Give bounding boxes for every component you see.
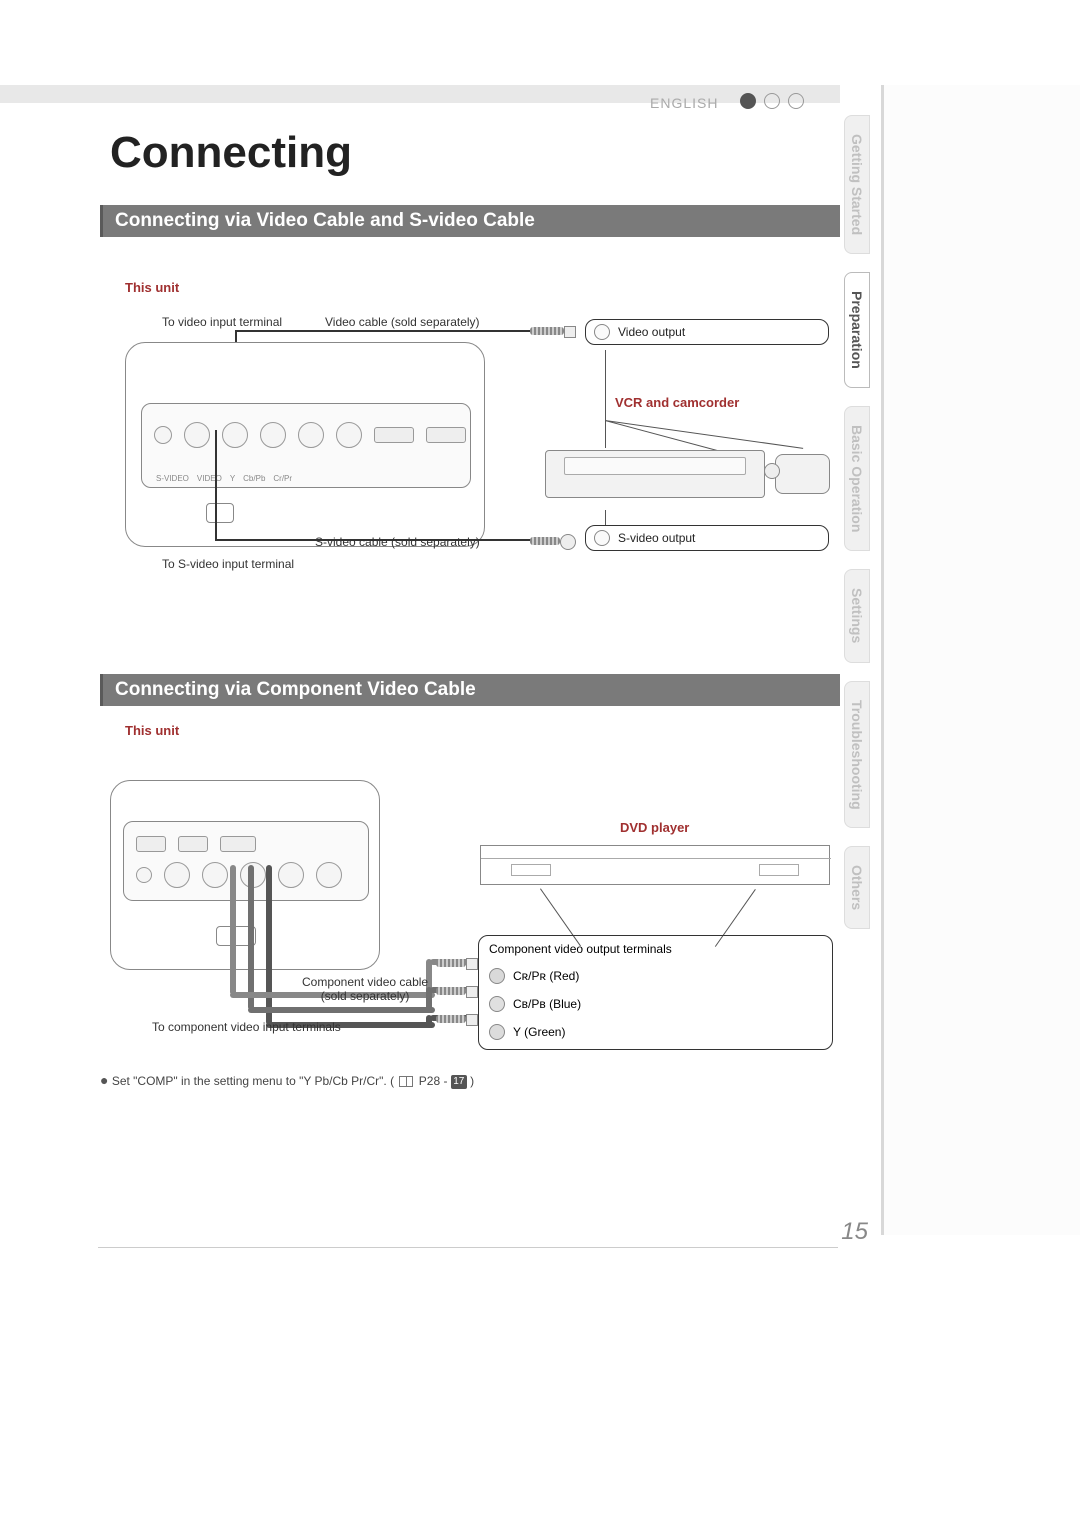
port-icon bbox=[278, 862, 304, 888]
video-output-label: Video output bbox=[618, 325, 685, 339]
rca-plug-icon bbox=[530, 322, 578, 340]
label-to-video-terminal: To video input terminal bbox=[162, 315, 282, 329]
book-icon bbox=[399, 1076, 413, 1087]
vcr-camcorder-illustration bbox=[545, 450, 835, 510]
component-output-heading: Component video output terminals bbox=[489, 942, 822, 962]
port-icon bbox=[222, 422, 248, 448]
dvd-tray-icon bbox=[511, 864, 551, 876]
diagram-component: DVD player Component video output termin… bbox=[110, 760, 840, 1080]
rca-plug-icon bbox=[436, 956, 480, 970]
port-icon bbox=[260, 422, 286, 448]
label-text: (sold separately) bbox=[321, 989, 410, 1003]
label-text: Component video cable bbox=[302, 975, 428, 989]
projector-illustration bbox=[110, 780, 380, 970]
page-footer-line bbox=[98, 1247, 838, 1248]
port-icon bbox=[316, 862, 342, 888]
svideo-output-box: S-video output bbox=[585, 525, 829, 551]
hdmi-port-icon bbox=[374, 427, 414, 443]
language-dots bbox=[740, 93, 804, 109]
label-to-component-terminal: To component video input terminals bbox=[152, 1020, 341, 1034]
this-unit-label: This unit bbox=[125, 280, 179, 295]
port-icon bbox=[184, 422, 210, 448]
port-caption: Cr/Pr bbox=[273, 474, 292, 483]
bullet-icon: ● bbox=[100, 1072, 108, 1088]
dvd-player-label: DVD player bbox=[620, 820, 689, 835]
rca-jack-green-icon bbox=[489, 1024, 505, 1040]
vcr-icon bbox=[545, 450, 765, 498]
port-icon bbox=[136, 867, 152, 883]
port-icon bbox=[298, 422, 324, 448]
component-cable-blue bbox=[248, 865, 254, 1010]
hdmi-port-icon bbox=[178, 836, 208, 852]
lang-dot bbox=[788, 93, 804, 109]
lang-dot bbox=[764, 93, 780, 109]
section-heading-component: Connecting via Component Video Cable bbox=[100, 674, 840, 706]
rca-plug-icon bbox=[436, 984, 480, 998]
signal-green-label: Y (Green) bbox=[513, 1025, 565, 1039]
svideo-jack-icon bbox=[594, 530, 610, 546]
tab-basic-operation[interactable]: Basic Operation bbox=[844, 406, 870, 551]
port-caption: VIDEO bbox=[197, 474, 222, 483]
tab-others[interactable]: Others bbox=[844, 846, 870, 929]
lang-dot-active bbox=[740, 93, 756, 109]
tab-preparation[interactable]: Preparation bbox=[844, 272, 870, 388]
component-cable-blue bbox=[248, 1007, 435, 1013]
label-video-cable: Video cable (sold separately) bbox=[325, 315, 480, 329]
port-icon bbox=[336, 422, 362, 448]
rca-plug-icon bbox=[436, 1012, 480, 1026]
footnote: ● Set "COMP" in the setting menu to "Y P… bbox=[100, 1072, 474, 1089]
page-title: Connecting bbox=[110, 128, 352, 178]
reference-number-badge: 17 bbox=[451, 1075, 467, 1089]
port-caption: Cb/Pb bbox=[243, 474, 265, 483]
port-icon bbox=[202, 862, 228, 888]
label-to-svideo-terminal: To S-video input terminal bbox=[162, 557, 294, 571]
svideo-output-label: S-video output bbox=[618, 531, 695, 545]
right-margin bbox=[884, 85, 1080, 1235]
dvd-tray-icon bbox=[759, 864, 799, 876]
page-number: 15 bbox=[841, 1218, 868, 1246]
hdmi-port-icon bbox=[136, 836, 166, 852]
footnote-text: ) bbox=[470, 1074, 474, 1088]
connector-line bbox=[605, 420, 803, 450]
dvd-player-icon bbox=[480, 845, 830, 885]
port-panel bbox=[123, 821, 369, 901]
label-svideo-cable: S-video cable (sold separately) bbox=[315, 535, 480, 549]
port-panel: S-VIDEO VIDEO Y Cb/Pb Cr/Pr bbox=[141, 403, 471, 488]
tab-troubleshooting[interactable]: Troubleshooting bbox=[844, 681, 870, 829]
connector-line bbox=[605, 350, 607, 448]
component-cable-green bbox=[266, 865, 272, 1025]
video-output-box: Video output bbox=[585, 319, 829, 345]
camcorder-icon bbox=[775, 454, 830, 494]
serial-port-icon bbox=[426, 427, 466, 443]
this-unit-label: This unit bbox=[125, 723, 179, 738]
signal-red-label: Cʀ/Pʀ (Red) bbox=[513, 969, 579, 983]
projector-foot-icon bbox=[206, 503, 234, 523]
vcr-camcorder-label: VCR and camcorder bbox=[615, 395, 739, 410]
port-caption: S-VIDEO bbox=[156, 474, 189, 483]
signal-blue-label: Cʙ/Pʙ (Blue) bbox=[513, 997, 581, 1011]
rca-jack-red-icon bbox=[489, 968, 505, 984]
right-edge-line bbox=[881, 85, 884, 1235]
side-navigation: Getting Started Preparation Basic Operat… bbox=[844, 115, 880, 947]
language-indicator: ENGLISH bbox=[650, 95, 718, 111]
footnote-pageref: P28 - bbox=[419, 1074, 451, 1088]
projector-illustration: S-VIDEO VIDEO Y Cb/Pb Cr/Pr bbox=[125, 342, 485, 547]
cable-line bbox=[235, 330, 535, 332]
tab-settings[interactable]: Settings bbox=[844, 569, 870, 662]
section-heading-video: Connecting via Video Cable and S-video C… bbox=[100, 205, 840, 237]
port-caption: Y bbox=[230, 474, 235, 483]
port-icon bbox=[164, 862, 190, 888]
rca-jack-icon bbox=[594, 324, 610, 340]
svideo-plug-icon bbox=[530, 532, 578, 550]
rca-jack-blue-icon bbox=[489, 996, 505, 1012]
serial-port-icon bbox=[220, 836, 256, 852]
footnote-text: Set "COMP" in the setting menu to "Y Pb/… bbox=[112, 1074, 394, 1088]
tab-getting-started[interactable]: Getting Started bbox=[844, 115, 870, 254]
component-output-box: Component video output terminals Cʀ/Pʀ (… bbox=[478, 935, 833, 1050]
cable-line bbox=[215, 430, 217, 540]
port-icon bbox=[154, 426, 172, 444]
diagram-video-svideo: To video input terminal Video cable (sol… bbox=[125, 300, 840, 600]
label-component-cable: Component video cable (sold separately) bbox=[302, 975, 428, 1003]
component-cable-red bbox=[230, 865, 236, 995]
